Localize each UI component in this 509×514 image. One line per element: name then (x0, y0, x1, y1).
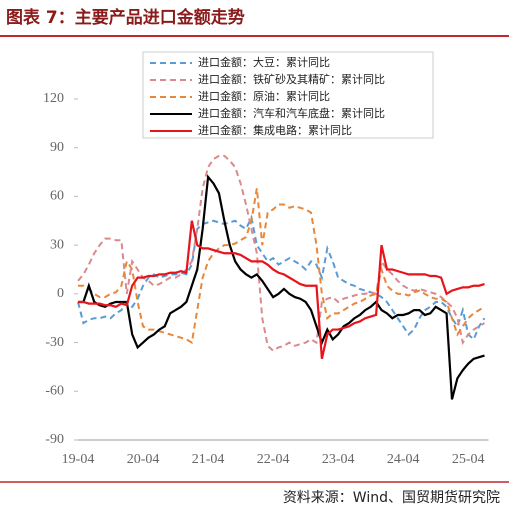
y-tick-label: -90 (45, 432, 64, 447)
x-tick-label: 25-04 (452, 452, 485, 467)
y-tick-label: 0 (57, 286, 64, 301)
legend-label: 进口金额：汽车和汽车底盘：累计同比 (198, 106, 385, 120)
series-line (78, 188, 486, 345)
x-tick-label: 20-04 (127, 452, 160, 467)
source: 资料来源：Wind、国贸期货研究院 (283, 489, 500, 506)
y-tick-label: 90 (50, 140, 64, 155)
legend-label: 进口金额：原油：累计同比 (198, 89, 330, 103)
x-tick-label: 21-04 (192, 452, 225, 467)
x-tick-label: 24-04 (387, 452, 420, 467)
series-line (78, 220, 485, 360)
y-tick-label: 30 (50, 237, 64, 252)
legend-box (142, 51, 434, 139)
y-tick-label: 60 (50, 189, 64, 204)
chart-title: 图表 7：主要产品进口金额走势 (6, 7, 245, 28)
series-line (77, 154, 486, 352)
series-line (78, 174, 485, 400)
legend-label: 进口金额：大豆：累计同比 (198, 55, 330, 69)
series-line (77, 214, 486, 342)
y-tick-label: 120 (43, 91, 64, 106)
x-tick-label: 23-04 (322, 452, 355, 467)
x-tick-label: 19-04 (62, 452, 95, 467)
legend-label: 进口金额：集成电路：累计同比 (198, 123, 352, 137)
y-tick-label: -60 (45, 384, 64, 399)
x-tick-label: 22-04 (257, 452, 290, 467)
legend-label: 进口金额：铁矿砂及其精矿：累计同比 (198, 72, 385, 86)
y-tick-label: -30 (45, 335, 64, 350)
